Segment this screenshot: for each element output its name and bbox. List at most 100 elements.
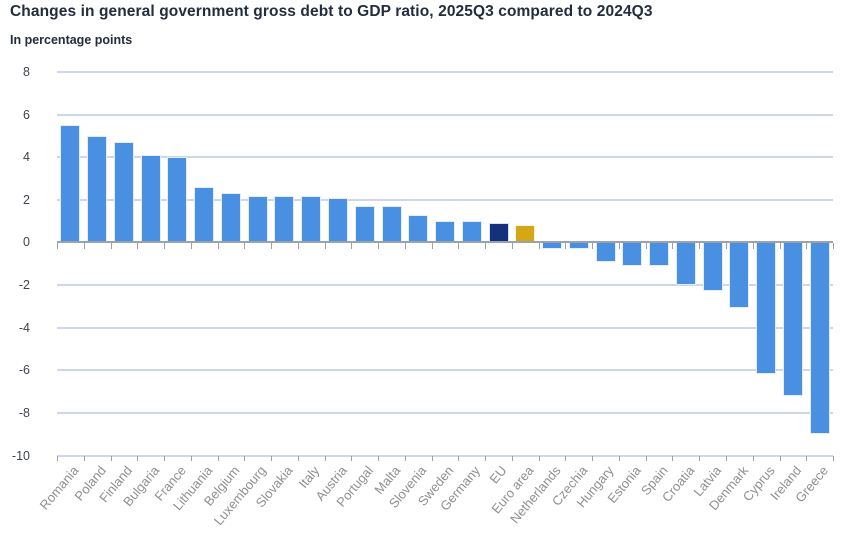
category-tick-bottom: [833, 455, 834, 461]
bar-hungary: [595, 242, 616, 262]
category-tick-zero: [164, 243, 165, 250]
bar-denmark: [729, 242, 750, 309]
y-tick-label--6: -6: [18, 363, 30, 378]
gridline-8: [57, 71, 833, 73]
category-tick-bottom: [752, 455, 754, 461]
category-tick-zero: [645, 243, 647, 250]
category-tick-zero: [271, 243, 273, 250]
gridline--8: [57, 411, 833, 414]
x-axis-zero-line: [57, 241, 833, 244]
category-tick-bottom: [137, 455, 139, 461]
category-tick-zero: [137, 243, 139, 250]
category-tick-bottom: [726, 455, 727, 461]
category-tick-zero: [351, 243, 353, 250]
category-tick-bottom: [779, 455, 781, 461]
gridline--4: [57, 326, 833, 329]
bar-eu: [488, 223, 509, 243]
category-tick-bottom: [244, 455, 246, 461]
gridline-2: [57, 198, 833, 201]
category-tick-bottom: [297, 455, 299, 461]
bar-lithuania: [194, 187, 215, 243]
bar-portugal: [354, 206, 375, 243]
category-tick-zero: [538, 243, 540, 250]
category-tick-zero: [565, 243, 567, 250]
bar-italy: [301, 195, 322, 243]
category-tick-bottom: [806, 455, 808, 461]
y-tick-label-2: 2: [23, 192, 30, 207]
chart-title: Changes in general government gross debt…: [10, 3, 653, 20]
bar-slovakia: [274, 195, 295, 243]
bar-germany: [461, 221, 482, 243]
category-tick-bottom: [324, 455, 326, 461]
category-tick-zero: [833, 243, 834, 250]
gridline--6: [57, 369, 833, 372]
bar-finland: [113, 142, 134, 243]
category-tick-zero: [726, 243, 727, 250]
y-tick-label--4: -4: [18, 320, 30, 335]
bar-sweden: [435, 221, 455, 243]
bar-cyprus: [756, 242, 777, 375]
category-tick-bottom: [217, 455, 219, 461]
bar-greece: [809, 242, 830, 435]
category-tick-bottom: [592, 455, 594, 461]
category-tick-zero: [324, 243, 326, 250]
bar-croatia: [675, 242, 696, 285]
category-tick-bottom: [511, 455, 513, 461]
bar-france: [167, 157, 188, 243]
category-tick-bottom: [538, 455, 540, 461]
category-tick-bottom: [83, 455, 85, 461]
category-tick-bottom: [351, 455, 353, 461]
category-tick-zero: [431, 243, 433, 250]
category-tick-bottom: [565, 455, 567, 461]
category-tick-zero: [485, 243, 487, 250]
category-tick-zero: [779, 243, 781, 250]
category-tick-bottom: [110, 455, 112, 461]
bar-belgium: [220, 193, 241, 243]
category-tick-zero: [618, 243, 620, 250]
chart-subtitle: In percentage points: [10, 33, 133, 47]
bar-poland: [87, 135, 108, 243]
category-tick-zero: [297, 243, 299, 250]
bar-luxembourg: [247, 195, 268, 243]
category-tick-zero: [378, 243, 380, 250]
bar-latvia: [702, 242, 723, 292]
y-tick-label--10: -10: [11, 448, 30, 463]
y-tick-label--2: -2: [18, 278, 30, 293]
y-tick-label-6: 6: [23, 107, 30, 122]
category-tick-bottom: [618, 455, 620, 461]
y-tick-label-0: 0: [23, 235, 30, 250]
y-tick-label-8: 8: [23, 65, 30, 79]
category-tick-zero: [806, 243, 808, 250]
category-tick-bottom: [431, 455, 433, 461]
bar-estonia: [622, 242, 643, 266]
category-tick-zero: [458, 243, 460, 250]
category-tick-zero: [511, 243, 513, 250]
category-tick-zero: [83, 243, 85, 250]
bar-austria: [328, 197, 348, 243]
category-tick-zero: [217, 243, 219, 250]
bar-romania: [60, 125, 81, 243]
category-tick-bottom: [485, 455, 487, 461]
category-tick-zero: [672, 243, 674, 250]
category-tick-zero: [699, 243, 701, 250]
category-tick-zero: [57, 243, 58, 250]
category-tick-zero: [244, 243, 246, 250]
gridline-4: [57, 156, 833, 159]
y-tick-label-4: 4: [23, 150, 30, 165]
gridline--10: [57, 454, 833, 457]
category-tick-bottom: [378, 455, 380, 461]
category-tick-bottom: [57, 455, 58, 461]
category-tick-bottom: [699, 455, 701, 461]
gridline-6: [57, 113, 833, 116]
category-tick-bottom: [271, 455, 273, 461]
gridline--2: [57, 284, 833, 287]
category-tick-zero: [752, 243, 754, 250]
category-tick-bottom: [164, 455, 165, 461]
category-tick-zero: [592, 243, 594, 250]
bar-ireland: [782, 242, 803, 396]
bar-spain: [649, 242, 670, 266]
category-tick-bottom: [645, 455, 647, 461]
category-tick-zero: [404, 243, 406, 250]
category-tick-zero: [190, 243, 192, 250]
